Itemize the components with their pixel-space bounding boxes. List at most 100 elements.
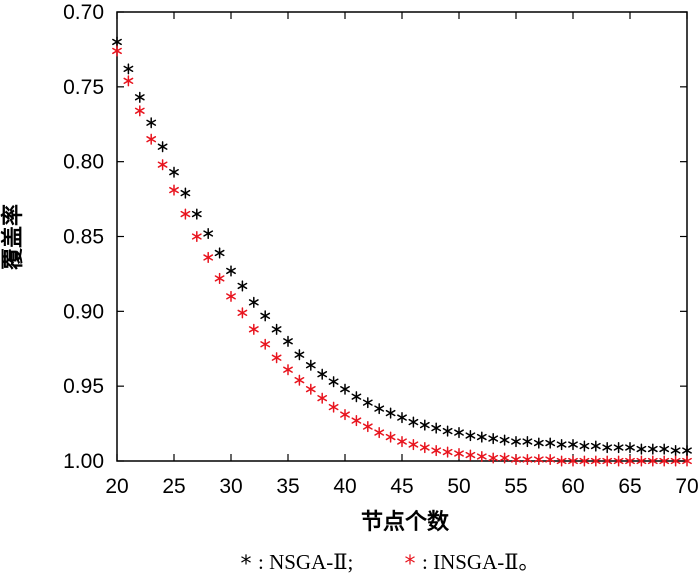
data-point-nsga2: [169, 166, 179, 178]
data-point-insga2: [568, 455, 578, 467]
data-point-nsga2: [579, 440, 590, 452]
legend-label-insga2: : INSGA-Ⅱ。: [422, 550, 540, 574]
data-point-insga2: [203, 251, 214, 264]
data-point-insga2: [134, 105, 145, 117]
data-point-insga2: [271, 352, 282, 364]
data-point-nsga2: [351, 391, 362, 403]
data-point-insga2: [408, 438, 419, 451]
data-point-insga2: [476, 450, 487, 463]
x-tick-label: 25: [162, 475, 185, 498]
data-point-insga2: [305, 383, 316, 395]
data-point-insga2: [556, 455, 567, 467]
legend-label-nsga2: : NSGA-Ⅱ;: [258, 550, 353, 574]
data-point-insga2: [226, 290, 236, 302]
data-point-nsga2: [590, 440, 601, 452]
data-point-insga2: [511, 453, 521, 466]
data-point-nsga2: [533, 437, 544, 449]
data-point-insga2: [499, 452, 510, 464]
x-tick-label: 20: [105, 475, 128, 498]
data-point-insga2: [328, 401, 339, 413]
x-tick-label: 30: [219, 475, 242, 498]
axis-ticks: [116, 11, 688, 462]
data-point-insga2: [590, 455, 601, 467]
x-tick-label: 35: [276, 475, 299, 498]
data-point-nsga2: [203, 227, 214, 240]
data-series: [112, 36, 692, 467]
data-point-insga2: [237, 307, 248, 319]
y-tick-label: 0.80: [63, 151, 104, 174]
data-point-nsga2: [442, 425, 453, 437]
data-point-nsga2: [647, 443, 658, 455]
y-tick-label: 0.90: [63, 300, 104, 323]
data-point-nsga2: [568, 438, 578, 451]
data-point-insga2: [522, 453, 533, 466]
data-point-nsga2: [328, 376, 339, 388]
data-point-insga2: [169, 184, 179, 196]
data-point-insga2: [659, 455, 670, 467]
x-tick-label: 70: [675, 475, 698, 498]
data-point-insga2: [351, 415, 362, 427]
data-point-insga2: [340, 409, 350, 421]
legend: * : NSGA-Ⅱ; * : INSGA-Ⅱ。: [241, 550, 540, 577]
data-point-nsga2: [454, 427, 464, 439]
x-tick-label: 50: [447, 475, 470, 498]
data-point-insga2: [419, 441, 430, 454]
data-point-nsga2: [123, 63, 134, 75]
data-point-nsga2: [408, 416, 419, 428]
data-point-insga2: [488, 452, 499, 464]
series-insga2: [112, 45, 692, 467]
plot-area-border: [116, 11, 688, 462]
data-point-nsga2: [556, 438, 567, 451]
data-point-insga2: [465, 449, 476, 461]
data-point-insga2: [283, 364, 293, 376]
data-point-insga2: [385, 431, 396, 443]
legend-marker-nsga2: *: [241, 552, 252, 577]
x-tick-label: 55: [504, 475, 527, 498]
data-point-insga2: [294, 374, 305, 386]
y-axis-title: 覆盖率: [0, 204, 26, 271]
data-point-nsga2: [191, 208, 202, 220]
data-point-nsga2: [226, 265, 236, 277]
data-point-insga2: [123, 75, 134, 87]
data-point-insga2: [682, 455, 692, 467]
data-point-insga2: [579, 455, 590, 467]
x-tick-label: 65: [618, 475, 641, 498]
data-point-nsga2: [636, 443, 647, 455]
data-point-nsga2: [237, 280, 248, 292]
data-point-nsga2: [294, 349, 305, 361]
data-point-nsga2: [659, 443, 670, 455]
data-point-nsga2: [112, 36, 122, 48]
data-point-insga2: [647, 455, 658, 467]
data-point-insga2: [442, 446, 453, 458]
data-point-insga2: [602, 455, 613, 467]
data-point-nsga2: [545, 437, 556, 449]
x-tick-label: 40: [333, 475, 356, 498]
y-tick-label: 0.75: [63, 76, 104, 99]
data-point-insga2: [374, 427, 385, 439]
data-point-nsga2: [214, 247, 225, 259]
data-point-nsga2: [465, 430, 476, 442]
plot-frame: [116, 11, 688, 462]
data-point-nsga2: [340, 383, 350, 395]
y-tick-label: 0.95: [63, 375, 104, 398]
y-tick-label: 0.85: [63, 226, 104, 249]
data-point-insga2: [636, 455, 647, 467]
x-tick-label: 60: [561, 475, 584, 498]
data-point-nsga2: [625, 441, 635, 454]
data-point-nsga2: [522, 435, 533, 448]
data-point-insga2: [397, 435, 407, 448]
data-point-insga2: [625, 455, 635, 467]
data-point-nsga2: [260, 310, 271, 322]
axis-tick-labels: 20 25 30 35 40 45 50 55 60 65 70 0.70 0.75 0.80 0.85 0.…: [63, 1, 699, 498]
data-point-nsga2: [248, 296, 259, 308]
data-point-insga2: [180, 208, 191, 220]
data-point-nsga2: [271, 323, 282, 335]
data-point-insga2: [454, 447, 464, 460]
data-point-nsga2: [419, 419, 430, 431]
data-point-nsga2: [602, 441, 613, 454]
data-point-nsga2: [146, 117, 157, 129]
legend-marker-insga2: *: [405, 552, 416, 577]
data-point-nsga2: [397, 412, 407, 424]
data-point-insga2: [533, 453, 544, 466]
